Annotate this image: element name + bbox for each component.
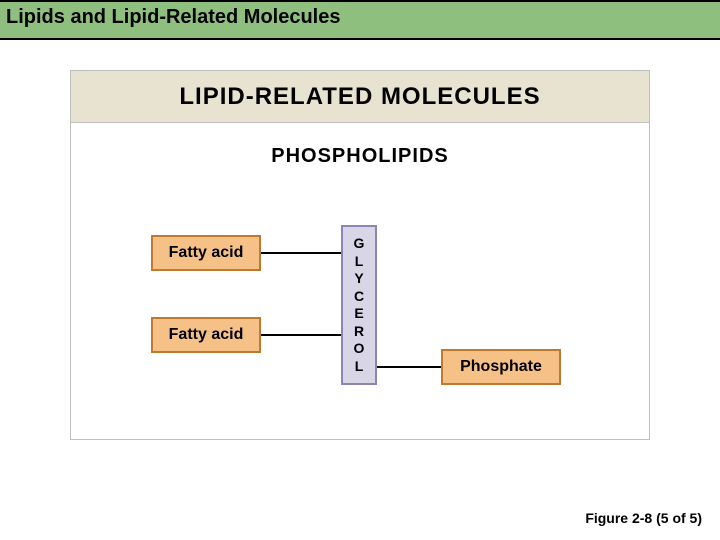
glycerol-letter: O — [354, 340, 365, 358]
phospholipid-diagram: Fatty acid Fatty acid G L Y C E R O L Ph… — [71, 71, 649, 439]
node-label: Phosphate — [460, 358, 542, 376]
connector-glycerol-phosphate — [377, 366, 441, 368]
node-label: Fatty acid — [169, 326, 244, 344]
slide: Lipids and Lipid-Related Molecules LIPID… — [0, 0, 720, 540]
node-fatty-acid-1: Fatty acid — [151, 235, 261, 271]
glycerol-letter: C — [354, 288, 364, 306]
node-fatty-acid-2: Fatty acid — [151, 317, 261, 353]
node-glycerol: G L Y C E R O L — [341, 225, 377, 385]
node-phosphate: Phosphate — [441, 349, 561, 385]
glycerol-letter: E — [354, 305, 363, 323]
page-title: Lipids and Lipid-Related Molecules — [6, 6, 340, 29]
figure-panel: LIPID-RELATED MOLECULES PHOSPHOLIPIDS Fa… — [70, 70, 650, 440]
node-label: Fatty acid — [169, 244, 244, 262]
glycerol-letter: Y — [354, 270, 363, 288]
glycerol-letter: L — [355, 358, 364, 376]
connector-fatty1-glycerol — [261, 252, 341, 254]
glycerol-letter: L — [355, 253, 364, 271]
figure-caption: Figure 2-8 (5 of 5) — [585, 510, 702, 526]
glycerol-letter: R — [354, 323, 364, 341]
glycerol-letter: G — [354, 235, 365, 253]
connector-fatty2-glycerol — [261, 334, 341, 336]
